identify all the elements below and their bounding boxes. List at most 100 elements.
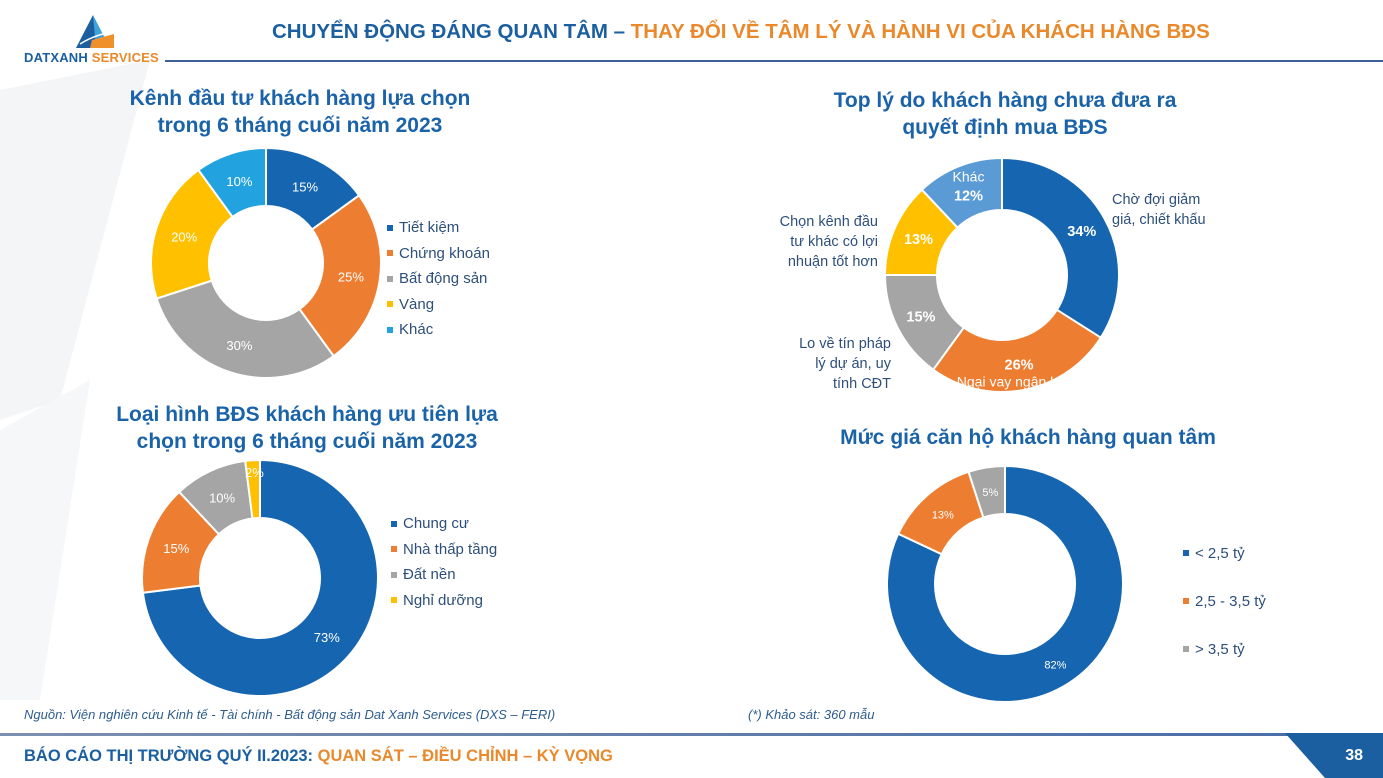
chart1-data-label-4: 20% [171,229,197,244]
legend-label: Tiết kiệm [399,219,460,237]
legend-swatch [1183,646,1189,652]
chart2-data-label-3: 15% [906,309,935,325]
logo-text: DATXANH SERVICES [24,50,159,65]
legend-label: 2,5 - 3,5 tỷ [1195,592,1266,610]
chart4-legend-item: 2,5 - 3,5 tỷ [1183,577,1266,625]
logo-part2: SERVICES [88,50,159,65]
chart2-slice-1 [1001,156,1120,340]
chart2-category-label-5: Khác [953,168,985,184]
legend-label: Nghỉ dưỡng [403,591,483,609]
chart4-legend-item: > 3,5 tỷ [1183,625,1266,673]
page-number: 38 [1345,747,1363,764]
legend-label: Chung cư [403,515,469,533]
legend-label: Vàng [399,295,435,313]
chart3-title-line2: chọn trong 6 tháng cuối năm 2023 [136,430,478,453]
chart2-label-other-channel: Chọn kênh đầu tư khác có lợi nhuận tốt hơn [740,212,878,272]
legend-label: Khác [399,321,434,339]
legend-label: Bất động sản [399,270,488,288]
legend-label: Đất nền [403,566,456,584]
label-line: tính CĐT [832,376,891,392]
chart1-slice-3 [155,279,335,379]
chart4-data-label-2: 13% [932,509,954,521]
chart3-legend: Chung cư Nhà thấp tầng Đất nền Nghỉ dưỡng [391,511,497,613]
footer-divider [0,733,1300,736]
chart3-data-label-2: 15% [163,541,189,556]
chart1-data-label-1: 15% [292,179,318,194]
chart4-legend: < 2,5 tỷ 2,5 - 3,5 tỷ > 3,5 tỷ [1183,529,1266,673]
chart1-title: Kênh đầu tư khách hàng lựa chọn trong 6 t… [60,85,540,139]
legend-label: Chứng khoán [399,244,490,262]
chart1-legend-item: Khác [387,317,490,343]
legend-swatch [387,301,393,308]
footer-part2: QUAN SÁT – ĐIỀU CHỈNH – KỲ VỌNG [317,747,613,765]
chart1-legend-item: Tiết kiệm [387,215,490,241]
label-line: Chờ đợi giảm [1112,192,1201,208]
chart1-legend-item: Vàng [387,292,490,318]
footer-title: BÁO CÁO THỊ TRƯỜNG QUÝ II.2023: QUAN SÁT… [24,747,613,766]
chart3-title-line1: Loại hình BĐS khách hàng ưu tiên lựa [116,403,498,426]
chart4-slice-1 [886,464,1124,703]
chart3-data-label-4: 2% [245,465,264,480]
chart2-data-label-1: 34% [1067,224,1096,240]
chart2-slice-5 [920,156,1003,230]
footer-part1: BÁO CÁO THỊ TRƯỜNG QUÝ II.2023: [24,747,318,765]
page-title: CHUYỂN ĐỘNG ĐÁNG QUAN TÂM – THAY ĐỔI VỀ … [272,20,1210,44]
header-divider [165,60,1383,62]
chart3-data-label-3: 10% [209,490,235,505]
logo-icon [76,15,115,48]
chart1-title-line2: trong 6 tháng cuối năm 2023 [157,114,443,137]
chart3-legend-item: Nhà thấp tầng [391,537,497,563]
chart1-slice-5 [197,146,267,219]
chart1-slice-4 [150,168,234,300]
chart1-slice-2 [298,194,382,358]
chart4-legend-item: < 2,5 tỷ [1183,529,1266,577]
chart3-slice-4 [244,458,261,520]
chart3-data-label-1: 73% [314,630,340,645]
legend-swatch [391,520,397,527]
legend-swatch [387,224,393,231]
legend-swatch [391,571,397,578]
title-part2: THAY ĐỔI VỀ TÂM LÝ VÀ HÀNH VI CỦA KHÁCH … [630,20,1210,43]
chart1-title-line1: Kênh đầu tư khách hàng lựa chọn [129,87,471,110]
chart2-data-label-2: 26% [1005,357,1034,373]
chart1-legend-item: Bất động sản [387,266,490,292]
legend-swatch [391,546,397,553]
survey-note: (*) Khảo sát: 360 mẫu [748,707,875,722]
legend-label: < 2,5 tỷ [1195,544,1245,562]
chart2-category-label-2: Ngại vay ngân hàng [957,373,1082,389]
chart2-data-label-4: 13% [904,232,933,248]
chart1-legend-item: Chứng khoán [387,241,490,267]
title-part1: CHUYỂN ĐỘNG ĐÁNG QUAN TÂM – [272,20,631,43]
legend-swatch [387,326,393,333]
footer-corner-shape [1285,733,1383,778]
source-note: Nguồn: Viện nghiên cứu Kinh tế - Tài chí… [24,707,556,722]
chart2-label-legal-concern: Lo về tín pháp lý dự án, uy tính CĐT [750,334,891,394]
legend-swatch [387,250,393,257]
label-line: giá, chiết khấu [1112,212,1206,228]
chart3-legend-item: Chung cư [391,511,497,537]
chart3-slice-1 [141,458,379,697]
legend-label: > 3,5 tỷ [1195,640,1245,658]
chart1-legend: Tiết kiệm Chứng khoán Bất động sản Vàng Khác [387,215,490,343]
label-line: Chọn kênh đầu [779,214,878,230]
chart2-slice-2 [931,308,1103,393]
legend-swatch [1183,598,1189,604]
chart2-label-wait-discount: Chờ đợi giảm giá, chiết khấu [1112,190,1206,230]
chart4-data-label-3: 5% [982,487,998,499]
chart4-title: Mức giá căn hộ khách hàng quan tâm [778,424,1278,451]
chart1-data-label-2: 25% [338,269,364,284]
legend-swatch [387,275,393,282]
legend-swatch [391,597,397,604]
label-line: tư khác có lợi [790,234,878,250]
legend-swatch [1183,550,1189,556]
label-line: nhuận tốt hơn [787,254,878,270]
label-line: lý dự án, uy [815,356,891,372]
chart2-title: Top lý do khách hàng chưa đưa ra quyết đị… [755,87,1255,141]
chart3-title: Loại hình BĐS khách hàng ưu tiên lựa chọn… [57,401,557,455]
logo-part1: DATXANH [24,50,88,65]
legend-label: Nhà thấp tầng [403,540,498,558]
chart2-title-line1: Top lý do khách hàng chưa đưa ra [833,89,1177,112]
